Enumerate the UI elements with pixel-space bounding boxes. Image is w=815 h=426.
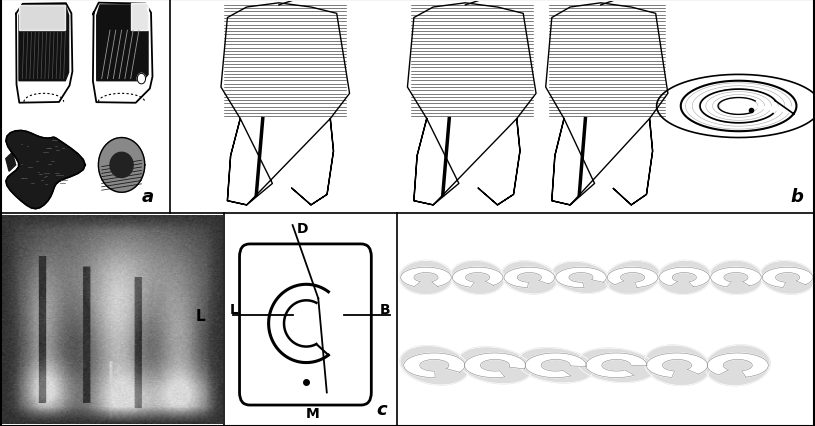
Polygon shape (552, 262, 610, 294)
Polygon shape (644, 345, 710, 386)
Text: 2: 2 (475, 302, 480, 311)
Polygon shape (546, 4, 667, 205)
Text: b: b (790, 187, 803, 205)
Text: B: B (380, 302, 390, 316)
Polygon shape (465, 353, 526, 378)
Text: L: L (196, 308, 205, 323)
Polygon shape (707, 353, 769, 377)
Polygon shape (452, 268, 503, 288)
Polygon shape (458, 347, 531, 384)
Polygon shape (518, 348, 594, 383)
Text: 10: 10 (490, 392, 500, 401)
Polygon shape (19, 6, 65, 31)
Polygon shape (401, 268, 452, 287)
Text: D: D (297, 222, 309, 235)
Text: 13: 13 (672, 392, 682, 401)
Text: 8: 8 (785, 302, 791, 311)
Polygon shape (659, 268, 710, 287)
Polygon shape (110, 153, 133, 178)
Polygon shape (556, 268, 606, 288)
Text: 9: 9 (432, 392, 437, 401)
Text: c: c (377, 400, 387, 417)
Text: 11: 11 (550, 392, 561, 401)
Text: 5: 5 (630, 302, 635, 311)
Text: 1: 1 (423, 302, 429, 311)
Polygon shape (451, 261, 504, 294)
Text: L: L (229, 302, 238, 316)
Polygon shape (99, 138, 145, 193)
Polygon shape (501, 261, 557, 294)
Text: 3: 3 (526, 302, 532, 311)
Polygon shape (711, 268, 761, 287)
Text: M: M (598, 221, 611, 234)
Polygon shape (658, 261, 711, 295)
Text: 7: 7 (734, 302, 738, 311)
Text: d: d (794, 400, 807, 417)
Text: M: M (306, 406, 320, 420)
Polygon shape (657, 75, 815, 138)
Text: a: a (142, 187, 154, 205)
Text: 14: 14 (733, 392, 743, 401)
FancyBboxPatch shape (240, 245, 372, 405)
Polygon shape (607, 268, 658, 288)
Polygon shape (403, 353, 465, 378)
Polygon shape (606, 261, 660, 294)
Polygon shape (577, 348, 655, 383)
Polygon shape (400, 346, 469, 385)
Polygon shape (762, 268, 813, 288)
Text: 4: 4 (579, 302, 584, 311)
Polygon shape (94, 4, 152, 103)
Polygon shape (137, 74, 146, 85)
Polygon shape (646, 353, 707, 377)
Text: 12: 12 (611, 392, 622, 401)
Polygon shape (97, 6, 148, 81)
Polygon shape (586, 353, 647, 378)
Polygon shape (504, 268, 555, 288)
Polygon shape (705, 345, 770, 386)
Polygon shape (399, 261, 452, 295)
Polygon shape (221, 4, 350, 205)
Polygon shape (6, 153, 15, 172)
Polygon shape (131, 4, 148, 31)
Polygon shape (15, 4, 72, 103)
Polygon shape (6, 131, 86, 209)
Polygon shape (408, 4, 536, 205)
Polygon shape (760, 261, 815, 294)
Text: 6: 6 (681, 302, 687, 311)
Polygon shape (525, 353, 586, 378)
Polygon shape (19, 6, 68, 81)
Polygon shape (709, 261, 763, 295)
